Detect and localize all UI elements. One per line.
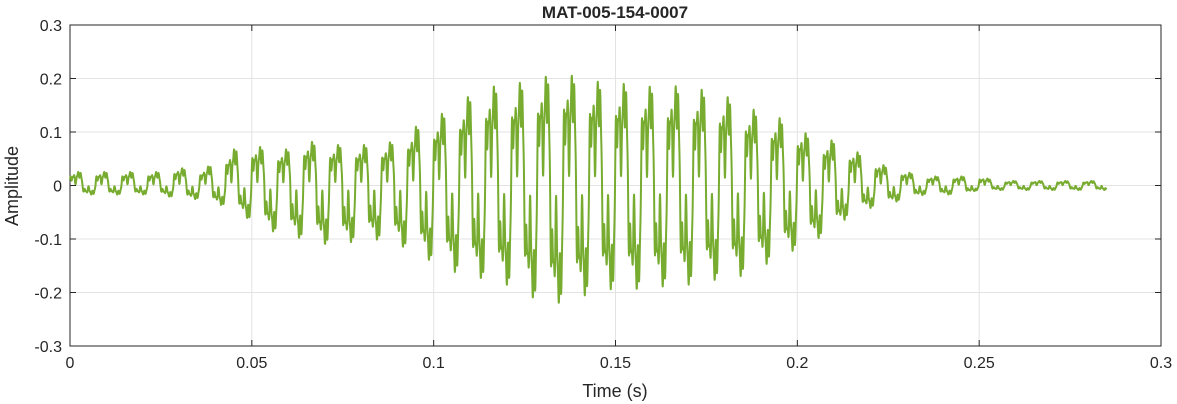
y-tick-label: 0.1	[40, 125, 62, 142]
y-tick-label: 0.3	[40, 18, 62, 35]
y-tick-label: 0	[53, 179, 62, 196]
x-tick-label: 0.15	[600, 355, 631, 372]
x-tick-label: 0.1	[423, 355, 445, 372]
y-tick-label: -0.3	[34, 339, 62, 356]
x-tick-label: 0.25	[964, 355, 995, 372]
x-tick-label: 0	[66, 355, 75, 372]
y-axis-label: Amplitude	[2, 146, 22, 226]
y-tick-label: -0.1	[34, 232, 62, 249]
y-tick-label: -0.2	[34, 286, 62, 303]
x-tick-label: 0.2	[786, 355, 808, 372]
x-tick-label: 0.05	[236, 355, 267, 372]
data-layer	[69, 74, 1108, 304]
x-axis-label: Time (s)	[582, 381, 647, 401]
y-tick-label: 0.2	[40, 72, 62, 89]
x-tick-label: 0.3	[1150, 355, 1172, 372]
waveform-series-line	[69, 74, 1108, 304]
tick-layer: 0 0.05 0.1 0.15 0.2 0.25 0.3 -0.3 -0.2 -0.1 0 0.1 0.…	[34, 18, 1172, 372]
chart-title: MAT-005-154-0007	[542, 3, 688, 22]
